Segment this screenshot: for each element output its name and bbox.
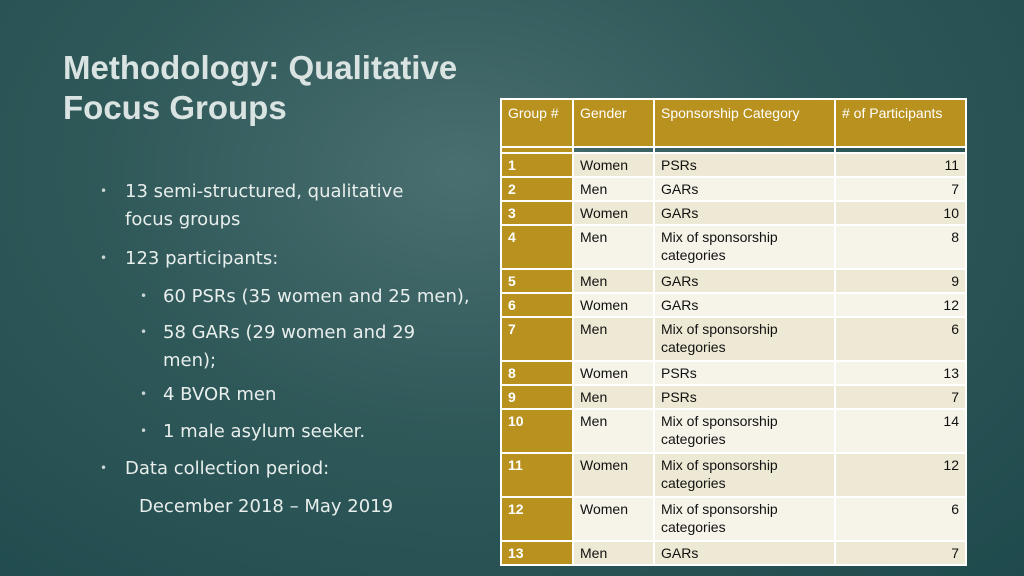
cell-category: GARs <box>653 268 836 294</box>
cell-count: 14 <box>834 408 967 454</box>
table-row: 7 Men Mix of sponsorship categories 6 <box>500 316 967 362</box>
table-row: 5 Men GARs 9 <box>500 268 967 294</box>
sub-bullet-dot: • <box>140 325 148 339</box>
cell-gender: Women <box>572 200 655 226</box>
table-row: 8 Women PSRs 13 <box>500 360 967 386</box>
table-header-row: Group # Gender Sponsorship Category # of… <box>500 98 967 148</box>
cell-group: 6 <box>500 292 574 318</box>
cell-category: GARs <box>653 200 836 226</box>
focus-groups-table: Group # Gender Sponsorship Category # of… <box>500 98 967 566</box>
cell-group: 3 <box>500 200 574 226</box>
cell-gender: Women <box>572 452 655 498</box>
cell-group: 12 <box>500 496 574 542</box>
cell-group: 13 <box>500 540 574 566</box>
cell-gender: Men <box>572 176 655 202</box>
cell-gender: Women <box>572 360 655 386</box>
cell-category: Mix of sponsorship categories <box>653 452 836 498</box>
sub-bullet-dot: • <box>140 424 148 438</box>
cell-count: 10 <box>834 200 967 226</box>
bullet-dot: • <box>100 184 108 198</box>
table-row: 4 Men Mix of sponsorship categories 8 <box>500 224 967 270</box>
sub-bullet-dot: • <box>140 289 148 303</box>
cell-gender: Women <box>572 496 655 542</box>
cell-gender: Men <box>572 408 655 454</box>
table-row: 1 Women PSRs 11 <box>500 152 967 178</box>
cell-count: 7 <box>834 176 967 202</box>
table-row: 12 Women Mix of sponsorship categories 6 <box>500 496 967 542</box>
cell-count: 9 <box>834 268 967 294</box>
bullet-focus-groups: 13 semi-structured, qualitative focus gr… <box>125 181 404 230</box>
cell-count: 7 <box>834 540 967 566</box>
cell-category: Mix of sponsorship categories <box>653 316 836 362</box>
sub-bullet-bvor: 4 BVOR men <box>163 384 277 405</box>
cell-category: PSRs <box>653 360 836 386</box>
cell-category: GARs <box>653 540 836 566</box>
cell-category: Mix of sponsorship categories <box>653 224 836 270</box>
cell-count: 12 <box>834 452 967 498</box>
cell-group: 1 <box>500 152 574 178</box>
cell-group: 2 <box>500 176 574 202</box>
cell-category: Mix of sponsorship categories <box>653 408 836 454</box>
cell-gender: Men <box>572 384 655 410</box>
cell-group: 9 <box>500 384 574 410</box>
table-row: 3 Women GARs 10 <box>500 200 967 226</box>
cell-group: 11 <box>500 452 574 498</box>
cell-group: 8 <box>500 360 574 386</box>
data-collection-dates: December 2018 – May 2019 <box>139 496 394 517</box>
cell-category: PSRs <box>653 384 836 410</box>
bullet-dot: • <box>100 461 108 475</box>
cell-count: 6 <box>834 316 967 362</box>
table-row: 2 Men GARs 7 <box>500 176 967 202</box>
cell-gender: Men <box>572 268 655 294</box>
table-row: 10 Men Mix of sponsorship categories 14 <box>500 408 967 454</box>
table-row: 9 Men PSRs 7 <box>500 384 967 410</box>
cell-category: GARs <box>653 292 836 318</box>
cell-category: GARs <box>653 176 836 202</box>
cell-category: Mix of sponsorship categories <box>653 496 836 542</box>
bullet-list: • 13 semi-structured, qualitative focus … <box>0 0 480 576</box>
cell-count: 8 <box>834 224 967 270</box>
sub-bullet-psrs: 60 PSRs (35 women and 25 men), <box>163 286 470 307</box>
cell-gender: Women <box>572 292 655 318</box>
cell-gender: Men <box>572 316 655 362</box>
cell-count: 6 <box>834 496 967 542</box>
cell-gender: Men <box>572 224 655 270</box>
header-group: Group # <box>500 98 574 148</box>
sub-bullet-asylum: 1 male asylum seeker. <box>163 421 366 442</box>
header-participants: # of Participants <box>834 98 967 148</box>
cell-gender: Women <box>572 152 655 178</box>
slide-title: Methodology: Qualitative Focus Groups <box>63 49 458 126</box>
bullet-dot: • <box>100 251 108 265</box>
sub-bullet-gars: 58 GARs (29 women and 29 men); <box>163 322 416 371</box>
cell-count: 7 <box>834 384 967 410</box>
table-row: 13 Men GARs 7 <box>500 540 967 566</box>
cell-group: 7 <box>500 316 574 362</box>
cell-group: 5 <box>500 268 574 294</box>
bullet-participants: 123 participants: <box>125 248 279 269</box>
bullet-data-collection: Data collection period: <box>125 458 330 479</box>
header-gender: Gender <box>572 98 655 148</box>
table-row: 6 Women GARs 12 <box>500 292 967 318</box>
cell-category: PSRs <box>653 152 836 178</box>
cell-group: 4 <box>500 224 574 270</box>
cell-gender: Men <box>572 540 655 566</box>
cell-group: 10 <box>500 408 574 454</box>
cell-count: 12 <box>834 292 967 318</box>
cell-count: 13 <box>834 360 967 386</box>
header-category: Sponsorship Category <box>653 98 836 148</box>
cell-count: 11 <box>834 152 967 178</box>
sub-bullet-dot: • <box>140 387 148 401</box>
table-row: 11 Women Mix of sponsorship categories 12 <box>500 452 967 498</box>
